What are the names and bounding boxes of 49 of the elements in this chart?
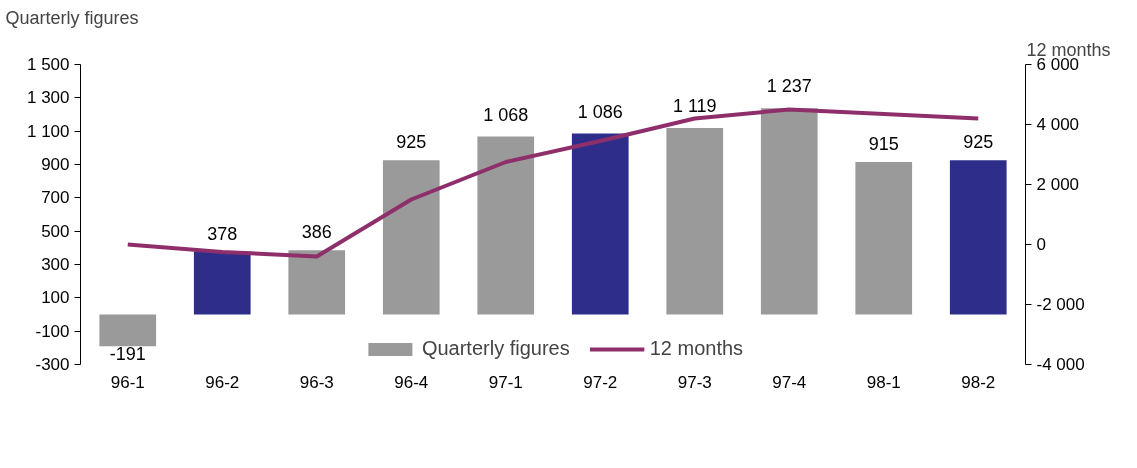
x-tick-label: 96-1 (110, 372, 145, 392)
x-tick-label: 97-3 (677, 372, 712, 392)
y-tick-label: -300 (35, 355, 70, 374)
y-tick-label: 700 (41, 188, 70, 208)
data-label: 915 (868, 134, 899, 154)
bar (666, 128, 724, 315)
x-tick-label: 97-2 (583, 372, 618, 392)
y2-tick-label: -4 000 (1036, 355, 1085, 374)
data-label: 1 237 (766, 76, 812, 97)
data-label: 1 086 (577, 101, 623, 122)
data-label: 925 (963, 132, 994, 153)
y2-tick-label: 4 000 (1036, 115, 1080, 134)
bar (760, 108, 818, 315)
x-tick-label: 96-4 (394, 372, 429, 392)
x-tick-label: 98-2 (961, 372, 996, 392)
y-tick-label: 300 (41, 255, 70, 274)
y-axis-title: Quarterly figures (5, 7, 139, 28)
y2-tick-label: -2 000 (1036, 295, 1085, 314)
data-label: 925 (396, 132, 427, 153)
bar (193, 251, 251, 315)
x-tick-label: 96-3 (299, 372, 334, 392)
data-label: -191 (109, 344, 146, 365)
bar (949, 160, 1007, 315)
data-label: 1 119 (672, 96, 717, 116)
x-tick-label: 98-1 (866, 372, 901, 392)
y-tick-label: 900 (41, 155, 70, 174)
bar (855, 162, 913, 315)
y-tick-label: 1 300 (26, 88, 70, 108)
bar (477, 136, 535, 315)
data-label: 386 (301, 222, 332, 243)
bar (288, 250, 346, 315)
x-tick-label: 97-1 (488, 372, 523, 392)
legend-label: 12 months (649, 337, 744, 360)
y-tick-label: 1 100 (26, 121, 70, 141)
y2-tick-label: 6 000 (1036, 55, 1080, 74)
y-tick-label: 1 500 (26, 55, 70, 74)
x-tick-label: 97-4 (772, 372, 807, 392)
y-tick-label: 500 (41, 221, 70, 241)
data-label: 378 (207, 223, 238, 244)
bar (571, 133, 629, 315)
data-label: 1 068 (483, 104, 529, 125)
y2-tick-label: 0 (1036, 235, 1046, 254)
y2-tick-label: 2 000 (1036, 175, 1080, 194)
y-tick-label: 100 (41, 288, 70, 308)
bar (382, 160, 440, 315)
x-tick-label: 96-2 (205, 372, 240, 392)
legend-label: Quarterly figures (421, 337, 570, 360)
bar (99, 314, 157, 347)
y-tick-label: -100 (35, 321, 70, 341)
